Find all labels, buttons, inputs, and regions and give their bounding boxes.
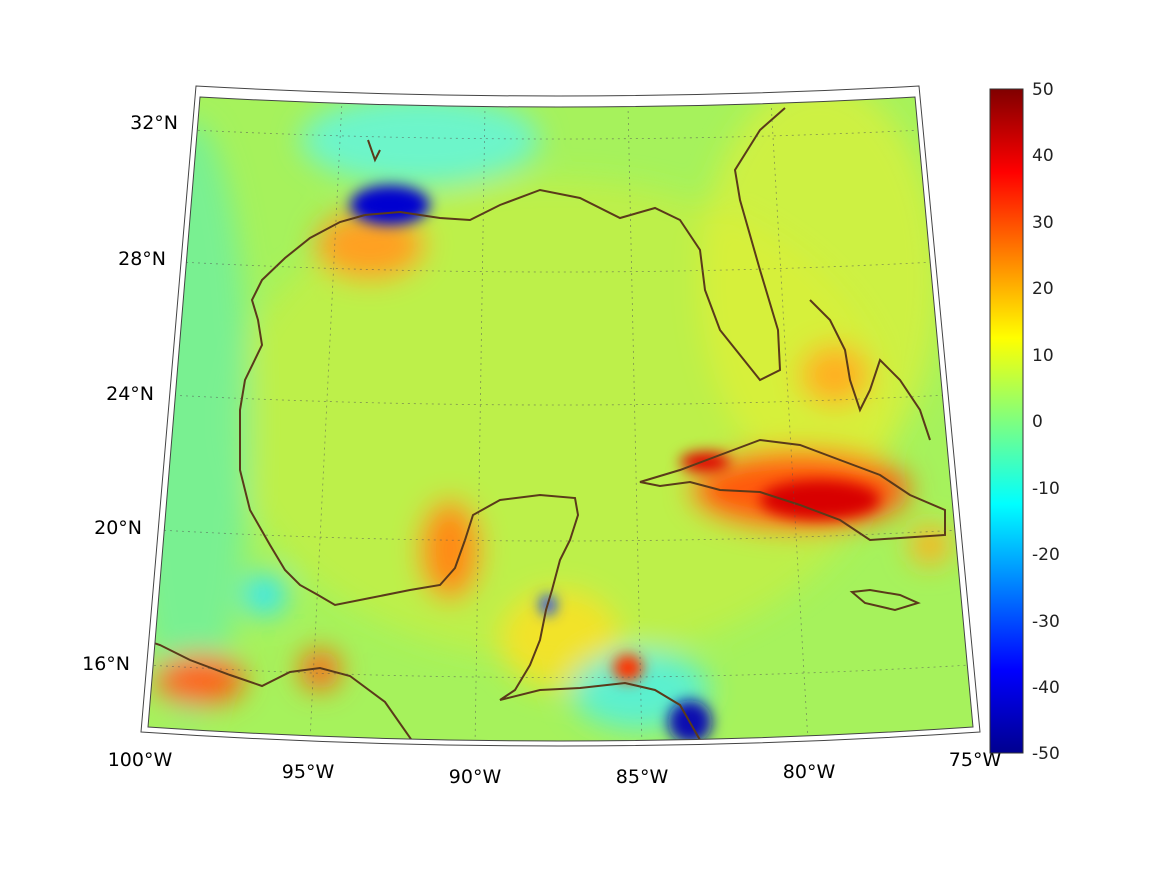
colorbar-tick-label: -50 — [1032, 744, 1060, 764]
lat-label-24n: 24°N — [106, 383, 154, 405]
lon-label-100w: 100°W — [108, 749, 173, 771]
graticule — [148, 99, 971, 741]
coastlines — [148, 107, 946, 741]
lon-label-90w: 90°W — [449, 766, 502, 788]
colorbar-tick-label: -10 — [1032, 479, 1060, 499]
colorbar-tick-label: 20 — [1032, 279, 1054, 299]
colorbar-tick-label: 30 — [1032, 213, 1054, 233]
lon-label-85w: 85°W — [616, 766, 669, 788]
lon-label-75w: 75°W — [949, 749, 1002, 771]
colorbar-tick-label: -40 — [1032, 678, 1060, 698]
colorbar-tick-label: 10 — [1032, 346, 1054, 366]
colorbar-gradient — [989, 88, 1024, 754]
lat-labels: 32°N 28°N 24°N 20°N 16°N — [82, 112, 178, 675]
lon-label-80w: 80°W — [783, 761, 836, 783]
colorbar-labels: 50 40 30 20 10 0 -10 -20 -30 -40 -50 — [1032, 80, 1060, 764]
colorbar: 50 40 30 20 10 0 -10 -20 -30 -40 -50 — [989, 80, 1060, 764]
data-field — [148, 97, 973, 741]
lat-label-16n: 16°N — [82, 653, 130, 675]
lon-labels: 100°W 95°W 90°W 85°W 80°W 75°W — [108, 749, 1002, 788]
colorbar-tick-label: -30 — [1032, 612, 1060, 632]
colorbar-tick-label: 50 — [1032, 80, 1054, 100]
lat-label-32n: 32°N — [130, 112, 178, 134]
map-frame — [140, 85, 981, 747]
colorbar-tick-label: -20 — [1032, 545, 1060, 565]
colorbar-tick-label: 40 — [1032, 146, 1054, 166]
lat-label-28n: 28°N — [118, 248, 166, 270]
lat-label-20n: 20°N — [94, 517, 142, 539]
lon-label-95w: 95°W — [282, 761, 335, 783]
colorbar-tick-label: 0 — [1032, 412, 1043, 432]
